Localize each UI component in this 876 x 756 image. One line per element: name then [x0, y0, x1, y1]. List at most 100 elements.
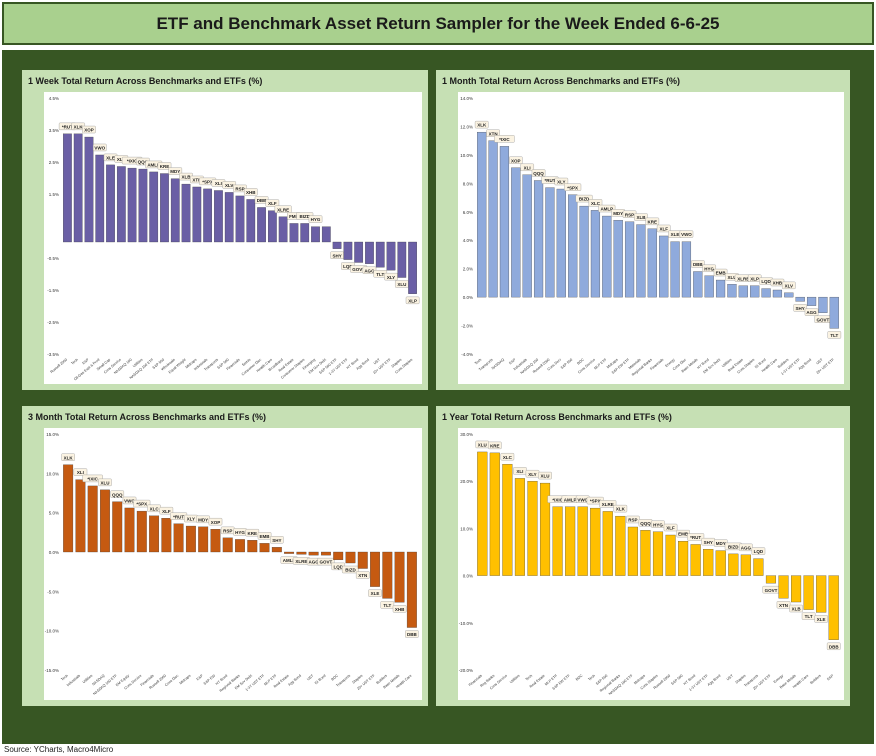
data-label: BIZD	[299, 214, 310, 219]
x-tick-label: UST	[306, 673, 315, 681]
data-label-box	[257, 532, 272, 540]
bar	[278, 216, 288, 243]
data-label: VWO	[577, 497, 588, 502]
x-tick-label: Midcaps	[606, 358, 619, 370]
data-label-box	[157, 162, 172, 170]
bar	[602, 511, 613, 576]
bar	[116, 166, 126, 243]
data-label-box	[751, 547, 766, 555]
data-label: MDY	[198, 517, 208, 522]
data-label: XHB	[395, 607, 405, 612]
data-label: XLV	[225, 183, 233, 188]
data-label: VWO	[94, 146, 105, 151]
bar	[488, 140, 498, 298]
data-label: SHY	[796, 306, 805, 311]
data-label-box	[133, 499, 151, 508]
data-label: HYG	[235, 530, 245, 535]
data-label: *IXIC	[552, 497, 563, 502]
y-tick-label: 6.0%	[463, 210, 473, 215]
data-label: TLT	[383, 603, 391, 608]
bar	[332, 241, 342, 249]
data-label-box	[270, 536, 284, 544]
y-tick-label: -1.5%	[47, 288, 59, 293]
data-label: *RUT	[544, 178, 555, 183]
bar	[545, 187, 555, 298]
bar	[308, 551, 319, 556]
x-tick-label: Midcaps	[179, 674, 192, 686]
bar	[795, 296, 805, 302]
x-tick-label: Utilities	[82, 674, 94, 685]
bar	[640, 530, 651, 576]
data-label-box	[793, 304, 807, 312]
bar	[370, 551, 380, 587]
data-label: XOP	[84, 128, 94, 133]
bar	[715, 550, 726, 576]
bar	[556, 188, 566, 298]
bar	[161, 518, 172, 553]
bar	[296, 551, 307, 555]
y-tick-label: 4.0%	[463, 238, 473, 243]
bar	[257, 207, 266, 243]
data-label-box	[405, 296, 420, 305]
data-label: XLK	[64, 455, 74, 460]
bar	[343, 241, 353, 260]
data-label: XLE	[671, 232, 680, 237]
chart-title: 1 Month Total Return Across Benchmarks a…	[442, 76, 680, 86]
data-label-box	[789, 604, 803, 613]
x-tick-label: Tech	[60, 674, 68, 682]
bar	[568, 194, 578, 298]
charts-frame: 1 Week Total Return Across Benchmarks an…	[2, 50, 874, 744]
bar	[160, 173, 169, 243]
bar	[73, 133, 83, 243]
y-tick-label: 15.0%	[46, 432, 59, 437]
bar	[185, 525, 196, 553]
data-label: EMB	[678, 532, 689, 537]
bar	[678, 540, 689, 576]
bar	[247, 540, 258, 553]
data-label: XLB	[636, 215, 646, 220]
chart-panel-1-month: 1 Month Total Return Across Benchmarks a…	[436, 70, 850, 390]
y-tick-label: 0.0%	[49, 550, 59, 555]
bar	[636, 224, 646, 298]
bar	[765, 575, 777, 584]
data-label-box	[739, 543, 753, 552]
bar	[124, 507, 135, 553]
data-label-box	[679, 230, 694, 238]
data-label-box	[538, 471, 552, 480]
data-label: KRE	[490, 443, 500, 448]
data-label: TLT	[805, 614, 813, 619]
bar	[753, 558, 764, 576]
data-label: XLF	[659, 227, 668, 232]
bar	[235, 539, 245, 553]
bar	[579, 205, 589, 298]
bar	[311, 226, 320, 243]
data-label-box	[826, 642, 841, 650]
data-label: XLU	[478, 443, 487, 448]
bar	[816, 575, 827, 613]
bar	[738, 285, 748, 298]
bar	[670, 241, 680, 298]
data-label: VWO	[681, 232, 692, 237]
data-label-box	[110, 490, 125, 498]
y-tick-label: 10.0%	[46, 471, 59, 476]
bar	[235, 195, 245, 243]
bar	[590, 507, 601, 576]
bar	[477, 451, 488, 576]
y-tick-label: 10.0%	[460, 526, 473, 531]
data-label-box	[634, 213, 648, 221]
data-label: AGG	[309, 560, 320, 565]
data-label: DBB	[829, 644, 839, 649]
y-tick-label: 0.0%	[463, 574, 473, 579]
data-label-box	[159, 506, 174, 515]
bar	[192, 186, 202, 243]
y-tick-label: 1.5%	[49, 192, 59, 197]
bar	[386, 241, 396, 271]
bar	[63, 464, 74, 553]
bar	[818, 296, 828, 313]
data-label: XLY	[528, 472, 536, 477]
bar	[268, 210, 277, 243]
data-label: XLE	[817, 617, 826, 622]
y-tick-label: 20.0%	[460, 479, 473, 484]
data-label: EMB	[716, 271, 727, 276]
data-label: BIZD	[345, 568, 356, 573]
